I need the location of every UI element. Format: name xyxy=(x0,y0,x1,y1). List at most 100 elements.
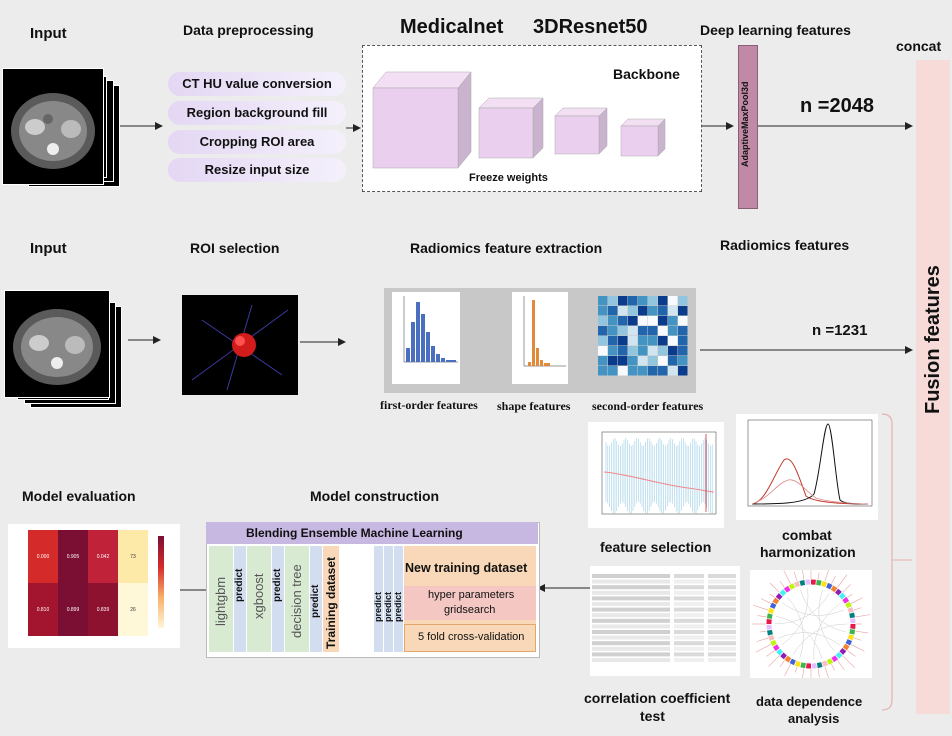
step-background-fill: Region background fill xyxy=(168,101,346,125)
dependence-link xyxy=(781,602,845,616)
hyper-parameters-box xyxy=(404,586,536,620)
corr-row-value xyxy=(674,630,704,634)
matrix-cell xyxy=(658,306,668,316)
first-order-label: first-order features xyxy=(380,398,478,412)
dependence-spike xyxy=(756,637,769,642)
corr-row-value xyxy=(674,641,704,646)
dependence-segment xyxy=(800,662,806,669)
dependence-spike xyxy=(853,637,862,641)
dependence-segment xyxy=(826,582,833,590)
dependence-segment xyxy=(776,648,784,656)
dependence-segment xyxy=(816,579,822,586)
step-hu-conversion: CT HU value conversion xyxy=(168,72,346,96)
predict-xgboost-label: predict xyxy=(272,568,283,602)
dependence-segment xyxy=(835,588,842,596)
dependence-segment xyxy=(772,644,780,652)
feature-selection-label: feature selection xyxy=(600,539,712,555)
matrix-cell xyxy=(668,306,678,316)
matrix-cell xyxy=(628,356,638,366)
dependence-link xyxy=(775,615,823,659)
model-construction-label: Model construction xyxy=(310,488,440,504)
matrix-cell xyxy=(628,316,638,326)
dependence-segment xyxy=(769,602,777,609)
matrix-cell xyxy=(648,346,658,356)
radiomics-extraction-label: Radiomics feature extraction xyxy=(410,240,603,256)
correlation-table xyxy=(590,566,740,676)
roi-selection-label: ROI selection xyxy=(190,240,280,256)
corr-row-value xyxy=(674,596,704,601)
matrix-cell xyxy=(618,356,628,366)
hyper-label-2: gridsearch xyxy=(444,604,496,616)
corr-row-name xyxy=(592,658,670,662)
corr-row-name xyxy=(592,641,670,646)
matrix-cell xyxy=(668,356,678,366)
matrix-cell xyxy=(638,366,648,376)
dependence-link xyxy=(774,592,830,624)
dependence-spike xyxy=(766,650,775,657)
dependence-segment xyxy=(770,639,777,647)
matrix-cell xyxy=(608,326,618,336)
matrix-cell xyxy=(628,366,638,376)
matrix-cell xyxy=(598,306,608,316)
matrix-cell xyxy=(648,306,658,316)
freeze-weights-label: Freeze weights xyxy=(469,172,548,184)
dependence-spike xyxy=(784,663,791,676)
matrix-cell xyxy=(598,316,608,326)
ensemble-title: Blending Ensemble Machine Learning xyxy=(246,526,463,540)
dependence-spike xyxy=(757,615,767,618)
corr-row-name xyxy=(592,602,670,606)
dependence-segment xyxy=(842,596,850,604)
heatmap-cell: 0.839 xyxy=(88,583,118,636)
dependence-segment xyxy=(779,589,787,597)
dependence-segment xyxy=(835,651,843,659)
preprocessing-label: Data preprocessing xyxy=(183,22,314,38)
dependence-link xyxy=(787,596,804,659)
hyper-label-1: hyper parameters xyxy=(428,589,515,601)
matrix-cell xyxy=(668,366,678,376)
dependence-segment xyxy=(775,593,783,600)
corr-row-pvalue xyxy=(708,579,736,584)
corr-row-value xyxy=(674,635,704,640)
matrix-cell xyxy=(668,296,678,306)
matrix-cell xyxy=(658,336,668,346)
combat-label-2: harmonization xyxy=(760,544,856,560)
corr-row-name xyxy=(592,624,670,629)
matrix-cell xyxy=(658,366,668,376)
corr-row-name xyxy=(592,579,670,584)
dependence-link xyxy=(792,623,848,656)
corr-row-pvalue xyxy=(708,596,736,601)
matrix-cell xyxy=(608,366,618,376)
model-lightgbm xyxy=(209,546,233,652)
predict-stack-1 xyxy=(374,546,384,652)
predict-xgboost xyxy=(272,546,284,652)
dependence-label-1: data dependence xyxy=(756,694,863,709)
shape-features-label: shape features xyxy=(497,399,571,413)
dependence-segment xyxy=(768,607,775,614)
dependence-segment xyxy=(849,612,855,619)
matrix-cell xyxy=(638,336,648,346)
dependence-label-2: analysis xyxy=(788,711,840,726)
corr-row-value xyxy=(674,602,704,606)
predict-stack-1-label: predict xyxy=(373,592,383,623)
dependence-segment xyxy=(816,662,823,668)
matrix-cell xyxy=(598,356,608,366)
matrix-cell xyxy=(598,346,608,356)
combat-label-1: combat xyxy=(782,527,832,543)
matrix-cell xyxy=(648,336,658,346)
correlation-label-1: correlation coefficient xyxy=(584,690,731,706)
matrix-cell xyxy=(648,296,658,306)
lasso-curve xyxy=(603,471,715,493)
cv-label: 5 fold cross-validation xyxy=(418,631,525,643)
dependence-segment xyxy=(821,660,829,667)
step-crop-roi: Cropping ROI area xyxy=(168,130,346,154)
matrix-cell xyxy=(678,356,688,366)
processing-bracket xyxy=(881,413,893,711)
dependence-segment xyxy=(847,606,854,614)
dependence-segment xyxy=(794,660,801,667)
corr-row-value xyxy=(674,658,704,662)
dependence-link xyxy=(818,589,835,652)
cv-box xyxy=(404,624,536,652)
matrix-cell xyxy=(678,346,688,356)
evaluation-heatmap: 0.000 0.905 0.042 73 0.810 0.899 0.839 2… xyxy=(8,524,180,648)
corr-row-pvalue xyxy=(708,607,736,612)
